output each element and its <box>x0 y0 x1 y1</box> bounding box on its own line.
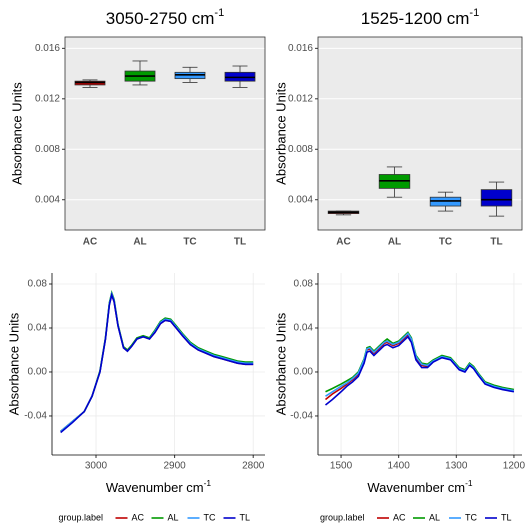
legend-title: group.label <box>59 512 104 522</box>
plot-border <box>317 36 523 231</box>
x-tick-label: 3000 <box>85 461 108 472</box>
x-axis-title-main: Wavenumber cm <box>106 480 204 495</box>
x-axis-title-sup: -1 <box>204 478 212 488</box>
x-tick-label: TL <box>234 237 246 248</box>
x-tick-label: 2900 <box>163 461 186 472</box>
plot-background <box>65 37 265 230</box>
x-tick-label: AL <box>133 237 146 248</box>
legend-label: AC <box>132 512 145 522</box>
series-line <box>60 292 254 434</box>
x-tick-label: AC <box>83 237 97 248</box>
y-tick-label: 0.08 <box>294 279 314 290</box>
x-tick-label: AC <box>336 237 350 248</box>
chart-title: 1525-1200 cm-1 <box>361 7 480 28</box>
y-tick-label: 0.08 <box>28 279 48 290</box>
y-tick-label: 0.012 <box>35 93 60 104</box>
y-tick-label: 0.016 <box>35 43 60 54</box>
x-tick-label: 1200 <box>503 461 526 472</box>
y-axis-title: Absorbance Units <box>9 82 24 185</box>
legend-title: group.label <box>320 512 365 522</box>
y-tick-label: 0.00 <box>294 367 314 378</box>
x-tick-label: TC <box>439 237 452 248</box>
y-axis-title: Absorbance Units <box>6 312 21 415</box>
legend-label: TL <box>501 512 512 522</box>
chart-title-sup: -1 <box>214 7 224 19</box>
x-tick-label: TL <box>490 237 502 248</box>
y-tick-label: 0.004 <box>35 194 60 205</box>
y-tick-label: 0.016 <box>288 43 313 54</box>
x-axis-title: Wavenumber cm-1 <box>106 478 212 495</box>
y-tick-label: 0.008 <box>35 144 60 155</box>
x-tick-label: 1400 <box>388 461 411 472</box>
y-tick-label: 0.012 <box>288 93 313 104</box>
x-tick-label: AL <box>388 237 401 248</box>
y-tick-label: -0.04 <box>290 411 313 422</box>
chart-title-sup: -1 <box>469 7 479 19</box>
y-tick-label: 0.008 <box>288 144 313 155</box>
legend-label: TC <box>204 512 216 522</box>
chart-title-main: 1525-1200 cm <box>361 9 470 28</box>
y-axis-title: Absorbance Units <box>273 312 288 415</box>
legend-label: TL <box>240 512 251 522</box>
y-axis-title: Absorbance Units <box>273 82 288 185</box>
y-tick-label: 0.00 <box>28 367 48 378</box>
y-tick-label: 0.04 <box>28 323 48 334</box>
plot-border <box>64 36 266 231</box>
x-axis-title-sup: -1 <box>465 478 473 488</box>
legend-label: AL <box>168 512 179 522</box>
x-axis-title-main: Wavenumber cm <box>367 480 465 495</box>
chart-title-main: 3050-2750 cm <box>106 9 215 28</box>
legend-label: AC <box>393 512 406 522</box>
x-tick-label: 1500 <box>330 461 353 472</box>
legend-label: TC <box>465 512 477 522</box>
series-line <box>324 335 515 406</box>
x-tick-label: TC <box>183 237 196 248</box>
x-tick-label: 1300 <box>445 461 468 472</box>
series-line <box>325 332 515 397</box>
chart-title: 3050-2750 cm-1 <box>106 7 225 28</box>
plot-background <box>52 273 265 455</box>
y-tick-label: 0.04 <box>294 323 314 334</box>
legend-label: AL <box>429 512 440 522</box>
y-tick-label: 0.004 <box>288 194 313 205</box>
x-tick-label: 2800 <box>242 461 265 472</box>
x-axis-title: Wavenumber cm-1 <box>367 478 473 495</box>
y-tick-label: -0.04 <box>24 411 47 422</box>
box <box>480 189 513 207</box>
